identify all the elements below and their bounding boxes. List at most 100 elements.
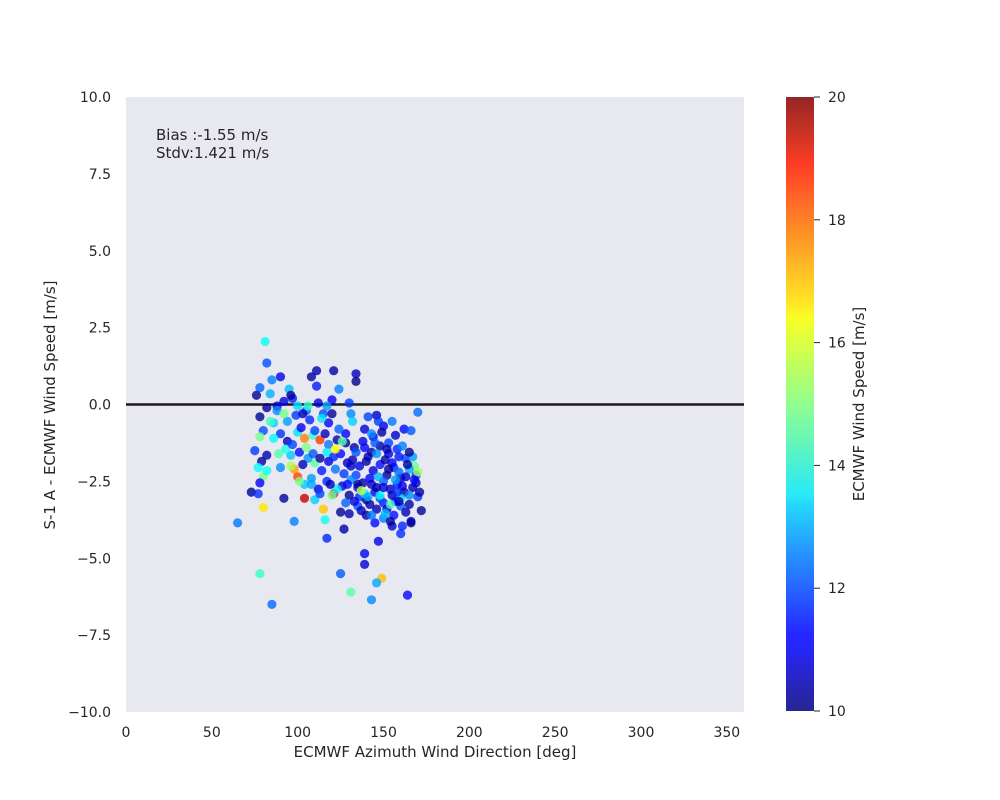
data-point <box>308 449 318 459</box>
data-point <box>255 412 265 422</box>
y-tick-label: −10.0 <box>68 705 111 721</box>
data-point <box>392 487 402 497</box>
data-point <box>346 461 356 471</box>
data-point <box>351 376 361 386</box>
data-point <box>366 510 377 520</box>
data-point <box>378 482 389 493</box>
data-point <box>320 429 330 439</box>
data-point <box>404 447 414 457</box>
data-point <box>363 452 373 462</box>
data-point <box>275 462 286 473</box>
data-point <box>360 424 370 434</box>
data-point <box>368 466 378 476</box>
data-point <box>397 481 407 491</box>
data-point <box>255 569 265 579</box>
data-point <box>267 375 277 385</box>
data-point <box>260 336 270 347</box>
data-point <box>253 489 263 499</box>
data-point <box>402 459 413 470</box>
data-point <box>253 462 263 473</box>
data-point <box>385 516 395 527</box>
data-point <box>377 427 387 437</box>
data-point <box>380 509 390 519</box>
data-point <box>301 443 311 453</box>
data-point <box>322 447 332 457</box>
data-point <box>356 486 366 496</box>
data-point <box>375 490 385 500</box>
bias-annotation: Bias :-1.55 m/s <box>156 126 269 144</box>
data-point <box>265 416 275 426</box>
data-point <box>380 455 390 465</box>
data-point <box>349 496 359 506</box>
y-tick-label: 2.5 <box>89 321 111 337</box>
data-point <box>413 407 423 417</box>
y-tick-label: −5.0 <box>77 551 111 567</box>
data-point <box>394 452 404 462</box>
colorbar-tick-label: 16 <box>828 336 846 352</box>
x-tick-label: 150 <box>370 725 397 741</box>
data-point <box>282 416 292 426</box>
data-point <box>339 524 349 534</box>
data-point <box>279 409 289 419</box>
data-point <box>413 467 423 477</box>
data-point <box>366 479 377 489</box>
data-point <box>404 499 414 509</box>
data-point <box>402 590 413 600</box>
x-tick-label: 100 <box>284 725 311 741</box>
data-point <box>279 396 289 406</box>
colorbar-tick-label: 10 <box>828 704 846 720</box>
data-point <box>360 443 370 453</box>
data-point <box>315 453 325 463</box>
data-point <box>255 383 265 393</box>
data-point <box>327 409 337 419</box>
data-point <box>406 426 416 436</box>
x-tick-label: 0 <box>122 725 131 741</box>
data-point <box>329 452 339 462</box>
data-point <box>317 466 327 476</box>
data-point <box>310 495 320 505</box>
data-point <box>246 487 256 497</box>
data-point <box>293 401 303 411</box>
data-point <box>262 450 272 460</box>
data-point <box>305 415 315 425</box>
data-point <box>390 430 401 440</box>
data-point <box>330 464 340 474</box>
data-point <box>394 496 404 506</box>
data-point <box>370 438 380 448</box>
data-point <box>274 449 284 459</box>
data-point <box>344 509 354 519</box>
data-point <box>394 467 404 477</box>
data-point <box>401 507 411 517</box>
colorbar-tick-label: 18 <box>828 213 846 229</box>
data-point <box>306 479 316 489</box>
data-point <box>390 475 401 485</box>
data-point <box>329 366 339 376</box>
data-point <box>334 424 344 434</box>
data-point <box>385 499 395 509</box>
data-point <box>356 506 366 516</box>
data-point <box>262 358 272 368</box>
y-tick-label: −2.5 <box>77 474 111 490</box>
data-point <box>416 506 426 516</box>
data-point <box>286 461 296 471</box>
data-point <box>384 464 394 474</box>
data-point <box>404 490 414 500</box>
data-point <box>299 433 310 443</box>
data-point <box>373 472 383 482</box>
data-point <box>310 426 320 436</box>
data-point <box>354 461 365 471</box>
data-point <box>312 381 322 391</box>
data-point <box>360 549 370 559</box>
y-axis: −10.0 −7.5 −5.0 −2.5 0.0 2.5 5.0 7.5 10.0 <box>68 90 111 721</box>
data-point <box>289 516 299 527</box>
data-point <box>320 515 330 525</box>
data-point <box>337 436 347 446</box>
data-point <box>370 518 380 528</box>
data-point <box>399 424 409 434</box>
data-point <box>348 416 358 426</box>
data-point <box>294 476 304 486</box>
data-point <box>296 423 306 433</box>
data-point <box>341 498 351 508</box>
data-point <box>322 401 332 411</box>
data-point <box>409 475 419 485</box>
